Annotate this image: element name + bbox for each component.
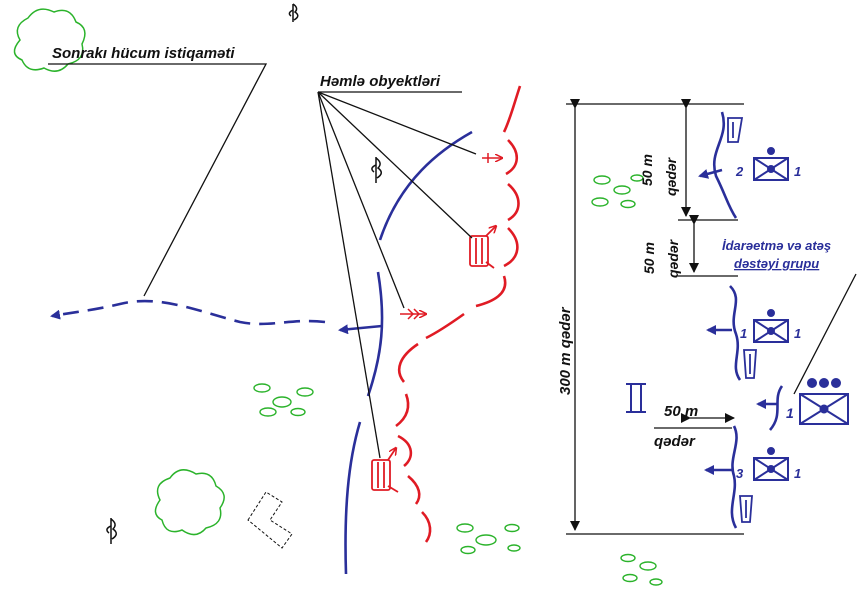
qeder-top-label: qədər: [663, 156, 679, 196]
enemy-tank-icon: [371, 448, 399, 493]
tree-icon: [106, 518, 117, 544]
forest-icon: [154, 469, 225, 536]
control-group-label-line2: dəstəyi grupu: [734, 256, 819, 271]
tree-icon: [371, 157, 382, 183]
unit-number-label: 1: [786, 405, 794, 421]
bush-icon: [456, 523, 521, 555]
unit-arrow: [698, 168, 723, 179]
enemy-weapon-icon: [400, 308, 426, 320]
unit-number-label: 3: [736, 466, 744, 481]
friendly-lines: [344, 111, 784, 575]
platoon-symbol: [753, 447, 789, 481]
vehicle-icon: [727, 117, 744, 143]
unit-number-label: 1: [740, 326, 747, 341]
control-group-label-line1: İdarəetmə və atəş: [722, 238, 831, 253]
enemy-lines: [395, 85, 522, 543]
assault-objects-label: Həmlə obyektləri: [320, 73, 441, 90]
bush-icon: [591, 174, 644, 209]
building-icon: [247, 491, 293, 549]
leader-lines: [48, 63, 857, 459]
bush-icon: [253, 383, 314, 417]
attack-arrow: [338, 324, 383, 335]
unit-number-label: 1: [794, 326, 801, 341]
forest-icon: [13, 8, 86, 72]
enemy-tank-icon: [469, 226, 496, 269]
vehicle-icon: [743, 349, 757, 379]
platoon-symbol: [753, 147, 789, 181]
distance-50-bottom-label: 50 m: [664, 403, 698, 420]
unit-number-label: 2: [735, 164, 744, 179]
unit-number-label: 1: [794, 466, 801, 481]
next-attack-arrow: [50, 299, 326, 326]
bush-icon: [620, 553, 663, 586]
qeder-mid-label: qədər: [665, 238, 681, 278]
platoon-symbol: [753, 309, 789, 343]
roman-two-icon: [626, 383, 646, 413]
dimension-lines: [566, 99, 744, 535]
distance-50-top-label: 50 m: [639, 154, 655, 186]
tree-icon: [288, 3, 299, 22]
distance-50-mid-label: 50 m: [641, 242, 657, 274]
qeder-bottom-label: qədər: [654, 433, 696, 450]
enemy-weapon-icon: [482, 153, 502, 163]
company-symbol: [799, 378, 849, 425]
next-attack-direction-label: Sonrakı hücum istiqaməti: [52, 45, 235, 62]
unit-number-label: 1: [794, 164, 801, 179]
vehicle-icon: [739, 495, 753, 523]
distance-300-label: 300 m qədər: [557, 306, 574, 395]
